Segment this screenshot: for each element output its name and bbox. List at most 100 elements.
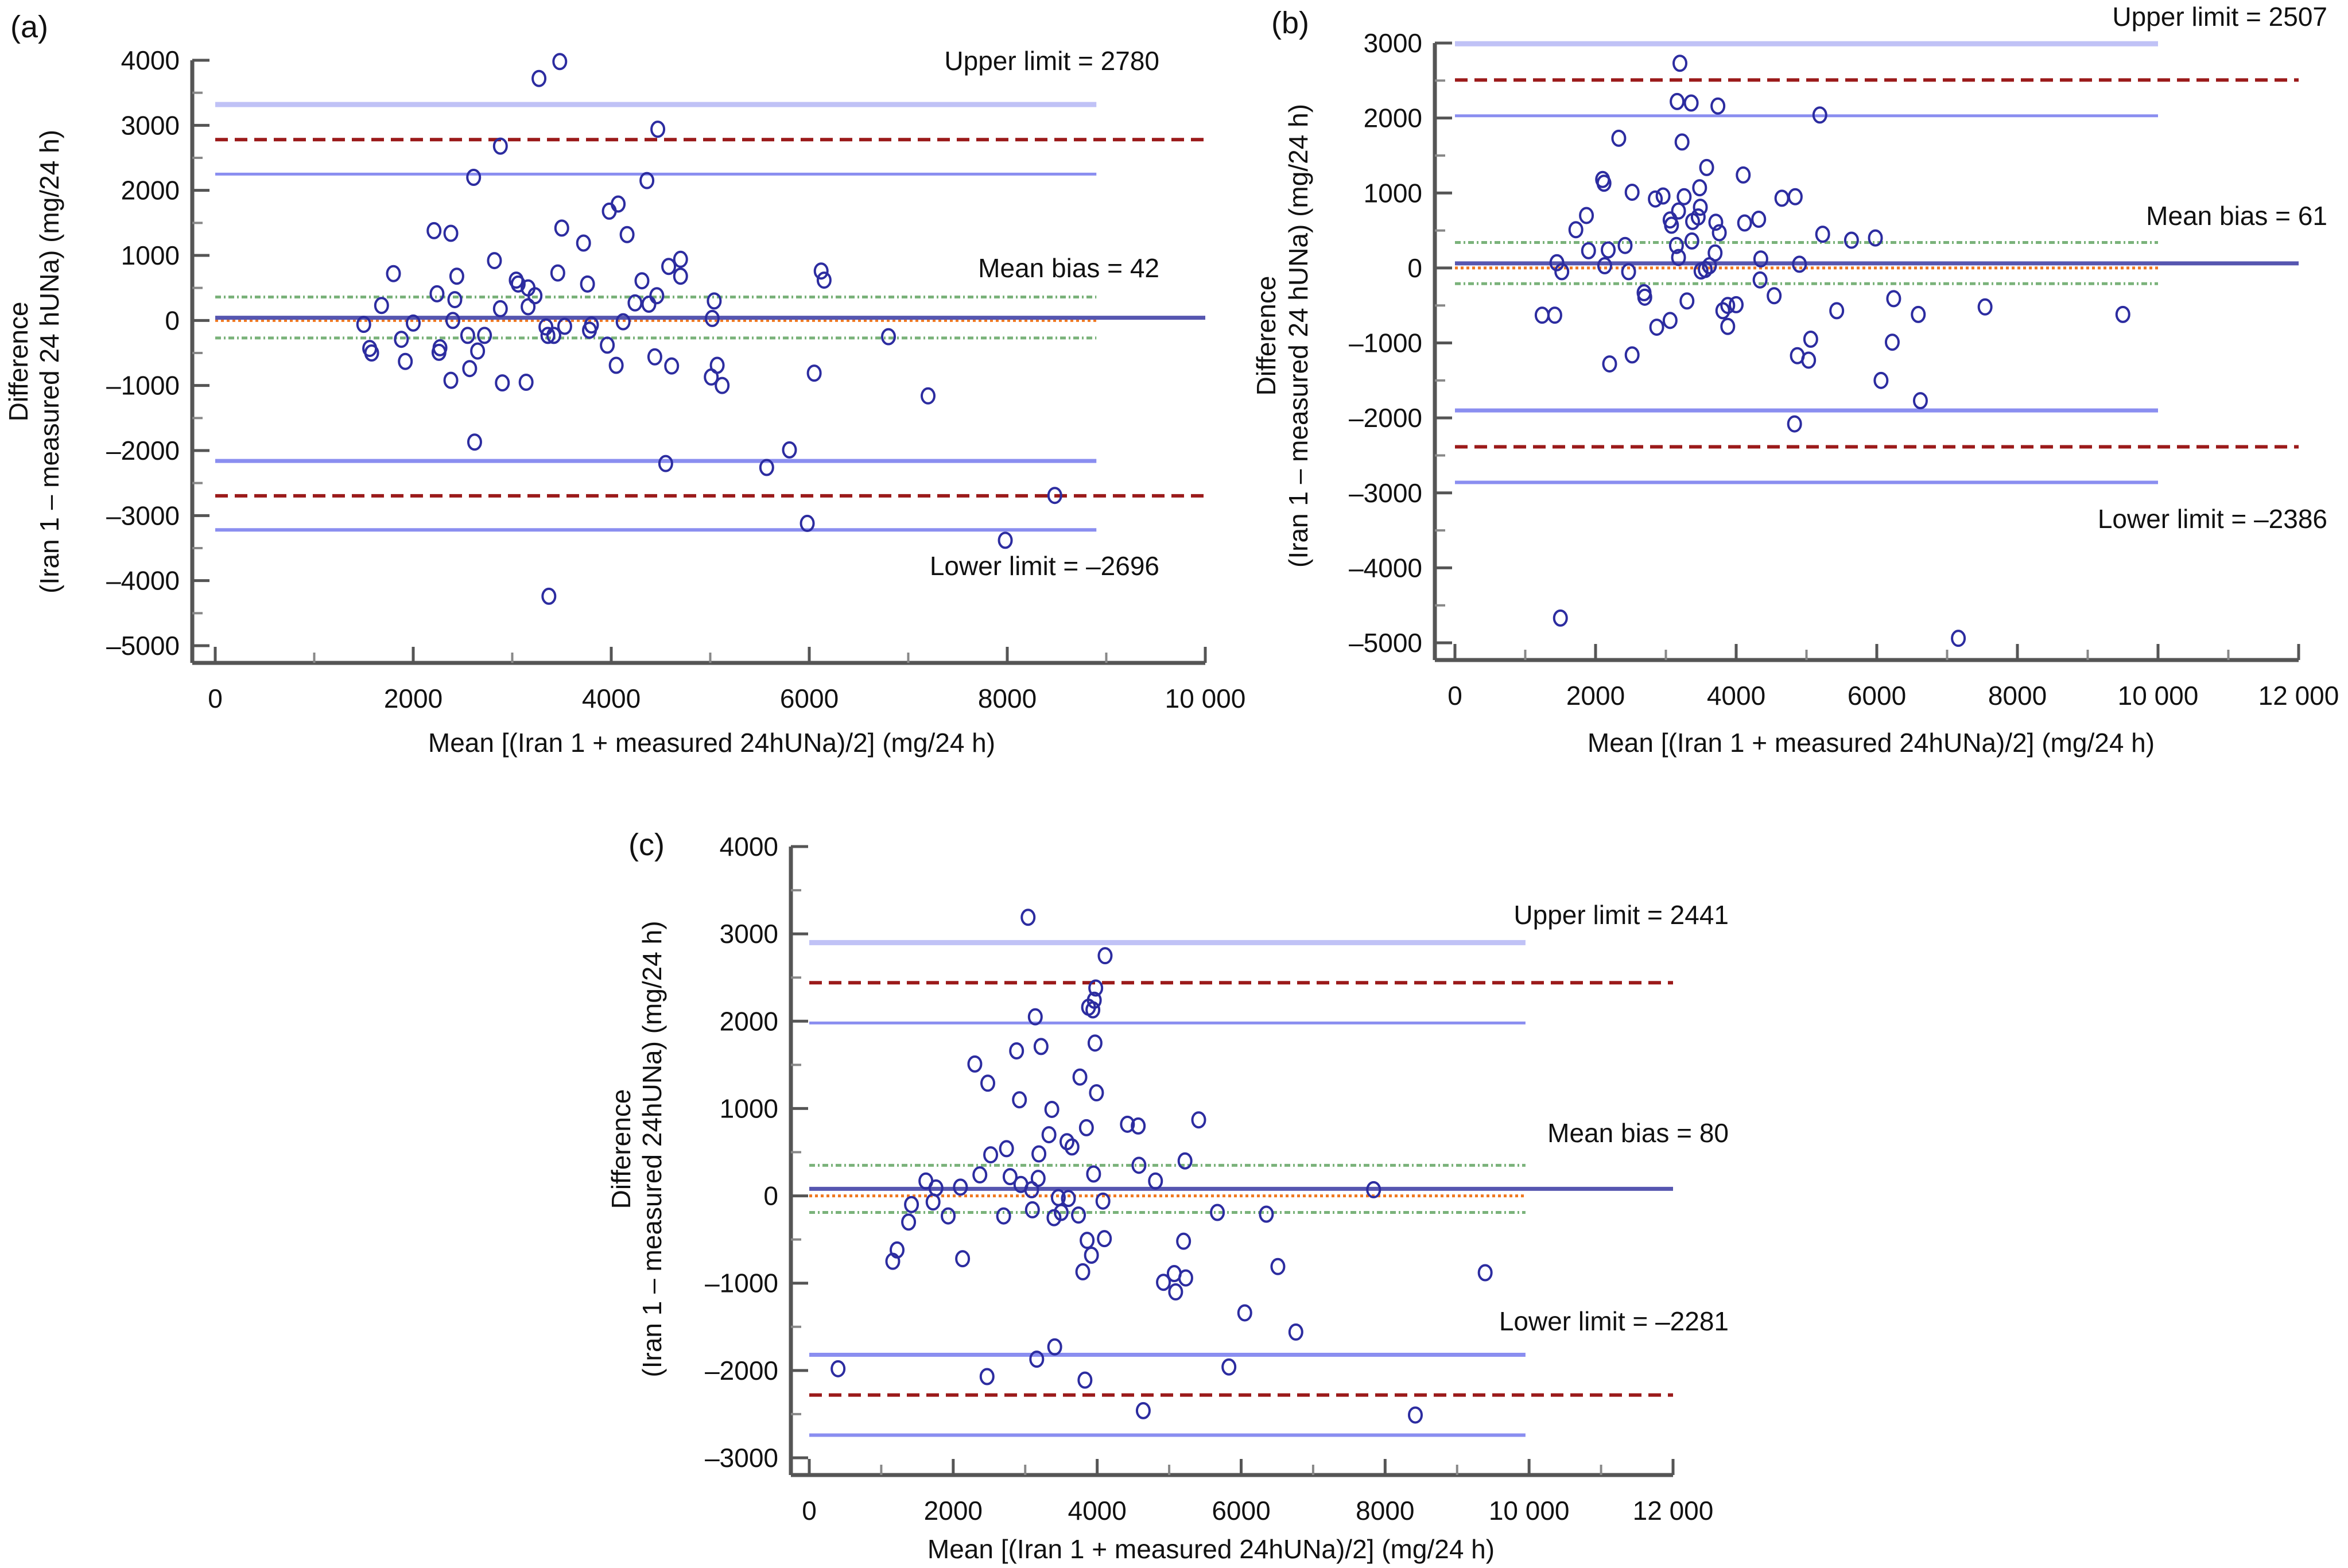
lower-limit-label-a: Lower limit = –2696 <box>930 551 1159 581</box>
data-point-a <box>466 169 482 186</box>
data-point-b <box>1792 255 1807 273</box>
data-point-c <box>928 1179 944 1197</box>
data-point-c <box>1024 1201 1040 1218</box>
data-point-b <box>1662 312 1678 329</box>
data-point-b <box>1977 298 1993 316</box>
data-point-a <box>619 226 635 243</box>
data-point-b <box>1664 216 1679 234</box>
data-point-b <box>1649 319 1664 336</box>
y-tick-label-b: –2000 <box>1349 403 1422 433</box>
x-tick-label-c: 0 <box>802 1496 817 1526</box>
data-point-b <box>1690 208 1706 226</box>
y-tick-label-b: 1000 <box>1364 178 1422 208</box>
data-point-b <box>1617 236 1633 254</box>
panel-label-a: (a) <box>10 10 48 44</box>
data-point-a <box>673 250 688 268</box>
data-point-b <box>1812 106 1827 124</box>
x-tick-label-c: 2000 <box>924 1496 983 1526</box>
data-point-c <box>1087 1034 1103 1052</box>
data-point-a <box>540 327 556 344</box>
data-point-c <box>1044 1100 1059 1118</box>
data-point-a <box>443 371 459 389</box>
data-point-c <box>890 1241 905 1259</box>
data-point-b <box>1708 214 1724 231</box>
data-point-a <box>1047 487 1062 504</box>
y-tick-label-c: –1000 <box>705 1268 778 1298</box>
data-point-c <box>1366 1181 1381 1198</box>
y-tick-label-b: –4000 <box>1349 553 1422 583</box>
data-point-a <box>800 514 815 532</box>
data-point-b <box>1671 249 1686 266</box>
data-point-c <box>1131 1156 1147 1174</box>
data-point-c <box>1061 1190 1076 1208</box>
data-point-c <box>830 1360 846 1377</box>
data-point-c <box>1075 1263 1090 1280</box>
data-point-a <box>550 264 565 282</box>
data-point-b <box>1912 392 1928 410</box>
data-point-c <box>1002 1168 1018 1186</box>
data-point-b <box>1752 271 1768 289</box>
y-axis-title-line1-b: Difference <box>1251 276 1281 396</box>
data-point-a <box>527 287 543 305</box>
data-point-a <box>576 234 591 252</box>
data-point-b <box>1707 244 1723 262</box>
data-point-a <box>492 300 508 317</box>
data-point-a <box>627 294 643 312</box>
data-point-c <box>1148 1172 1163 1190</box>
data-point-b <box>1911 305 1926 323</box>
data-point-c <box>1071 1206 1086 1224</box>
data-point-b <box>1655 187 1671 205</box>
data-point-b <box>1581 242 1596 259</box>
data-point-c <box>901 1213 917 1231</box>
y-axis-title-line1-c: Difference <box>606 1089 636 1209</box>
x-tick-label-c: 6000 <box>1212 1496 1270 1526</box>
y-tick-label-c: –3000 <box>705 1443 778 1473</box>
y-axis-title-b: Difference (Iran 1 – measured 24 hUNa) (… <box>1251 104 1313 568</box>
data-point-b <box>1729 296 1744 313</box>
data-point-c <box>1053 1204 1069 1221</box>
data-point-c <box>967 1055 983 1073</box>
y-tick-label-a: 4000 <box>121 45 180 75</box>
data-point-c <box>1237 1304 1252 1322</box>
data-point-a <box>394 331 409 348</box>
x-tick-label-c: 10 000 <box>1489 1496 1570 1526</box>
data-point-a <box>477 327 492 344</box>
data-point-b <box>1951 630 1966 647</box>
data-point-a <box>521 298 536 316</box>
data-point-a <box>707 292 722 310</box>
data-point-b <box>1692 179 1707 197</box>
data-point-c <box>1084 1247 1099 1264</box>
data-point-a <box>649 287 665 305</box>
data-point-b <box>1637 288 1652 306</box>
data-point-b <box>1554 263 1570 281</box>
data-point-a <box>386 265 401 282</box>
x-tick-label-b: 0 <box>1447 681 1462 711</box>
upper-limit-label-a: Upper limit = 2780 <box>944 46 1159 76</box>
data-point-c <box>1085 1001 1101 1019</box>
data-point-b <box>1751 210 1767 228</box>
y-tick-label-a: 3000 <box>121 110 180 140</box>
data-point-a <box>447 291 463 309</box>
x-tick-label-c: 12 000 <box>1633 1496 1714 1526</box>
data-point-a <box>546 327 561 344</box>
data-point-c <box>1078 1119 1094 1136</box>
data-point-a <box>557 317 572 335</box>
data-point-b <box>1787 188 1803 205</box>
data-point-c <box>1047 1338 1062 1356</box>
y-tick-label-c: 3000 <box>720 919 778 949</box>
data-point-c <box>996 1207 1011 1225</box>
y-tick-label-a: 2000 <box>121 176 180 205</box>
data-point-a <box>650 121 666 138</box>
data-point-a <box>541 587 557 605</box>
data-point-a <box>673 267 688 285</box>
data-point-c <box>1033 1038 1049 1055</box>
panel-label-c: (c) <box>628 828 665 862</box>
data-point-c <box>1210 1204 1225 1221</box>
data-point-a <box>470 342 486 360</box>
y-tick-label-b: 3000 <box>1364 28 1422 58</box>
x-tick-label-b: 2000 <box>1566 681 1625 711</box>
data-point-c <box>1080 1232 1095 1249</box>
data-point-a <box>806 364 822 382</box>
y-tick-label-a: –1000 <box>106 371 180 401</box>
